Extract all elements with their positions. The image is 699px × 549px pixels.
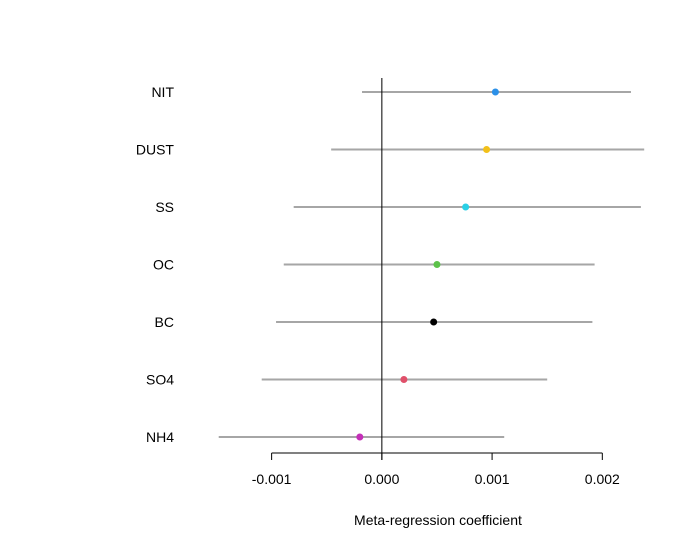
x-tick-label: 0.002	[585, 471, 620, 487]
row-label-bc: BC	[155, 314, 174, 330]
x-tick-label: 0.001	[475, 471, 510, 487]
estimate-points	[356, 88, 499, 441]
estimate-point-bc	[430, 318, 438, 326]
estimate-point-oc	[433, 261, 441, 268]
row-label-nit: NIT	[151, 84, 174, 100]
x-axis-label: Meta-regression coefficient	[354, 512, 522, 528]
row-label-dust: DUST	[136, 142, 175, 158]
x-tick-label: -0.001	[252, 471, 292, 487]
row-label-nh4: NH4	[146, 429, 174, 445]
estimate-point-ss	[462, 203, 470, 211]
x-axis: -0.001 0.000 0.001 0.002	[252, 452, 620, 487]
estimate-point-so4	[400, 376, 408, 383]
estimate-point-nh4	[356, 433, 364, 441]
row-label-so4: SO4	[146, 372, 174, 388]
estimate-point-nit	[491, 88, 499, 96]
row-labels: NIT DUST SS OC BC SO4 NH4	[136, 84, 175, 445]
row-label-ss: SS	[155, 199, 174, 215]
confidence-intervals	[218, 91, 645, 438]
row-label-oc: OC	[153, 257, 174, 273]
x-tick-label: 0.000	[364, 471, 399, 487]
estimate-point-dust	[483, 146, 491, 153]
